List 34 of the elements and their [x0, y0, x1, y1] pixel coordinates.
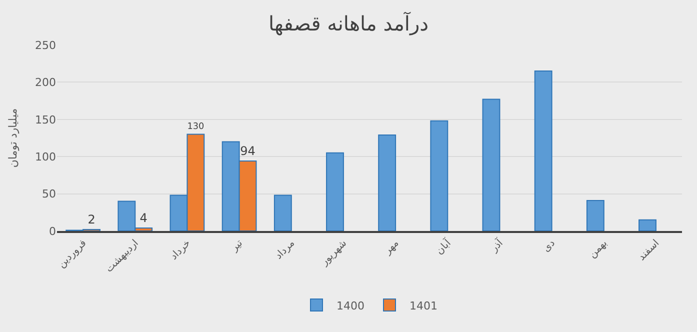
x-tick-label: شهریور — [318, 238, 350, 268]
legend-label: 1400 — [336, 299, 364, 312]
x-tick-label: دی — [540, 238, 558, 254]
x-tick-label: اردیبهشت — [104, 238, 141, 275]
x-tick-label: مهر — [382, 238, 402, 258]
y-tick-label: 50 — [42, 188, 56, 201]
x-tick-label: آذر — [486, 236, 506, 255]
bar — [534, 70, 552, 231]
bar — [482, 98, 500, 231]
bar — [586, 200, 604, 231]
y-tick-label: 200 — [35, 76, 56, 90]
bar — [274, 194, 292, 231]
x-tick-label: مرداد — [273, 238, 298, 262]
x-tick-label: فروردین — [56, 238, 89, 270]
y-tick-label: 0 — [49, 224, 56, 238]
x-tick-label: خرداد — [168, 238, 193, 262]
y-tick-label: 250 — [35, 38, 56, 52]
data-label: 94 — [240, 144, 256, 158]
y-tick-label: 100 — [35, 150, 56, 164]
x-tick-label: اسفند — [636, 238, 662, 263]
data-label: 130 — [187, 122, 204, 132]
x-tick-label: بهمن — [587, 238, 610, 260]
bar — [378, 134, 396, 231]
x-tick-label: تیر — [228, 238, 246, 254]
bar — [638, 219, 656, 231]
bar — [430, 120, 448, 231]
data-label: 4 — [140, 211, 148, 226]
y-axis-title: میلیارد تومان — [6, 108, 20, 168]
data-label: 2 — [88, 212, 96, 227]
legend-label: 1401 — [410, 299, 438, 312]
bar — [326, 152, 344, 231]
chart-title: درآمد ماهانه قصفها — [268, 12, 429, 36]
y-tick-label: 150 — [35, 113, 56, 126]
x-tick-label: آبان — [432, 236, 454, 257]
